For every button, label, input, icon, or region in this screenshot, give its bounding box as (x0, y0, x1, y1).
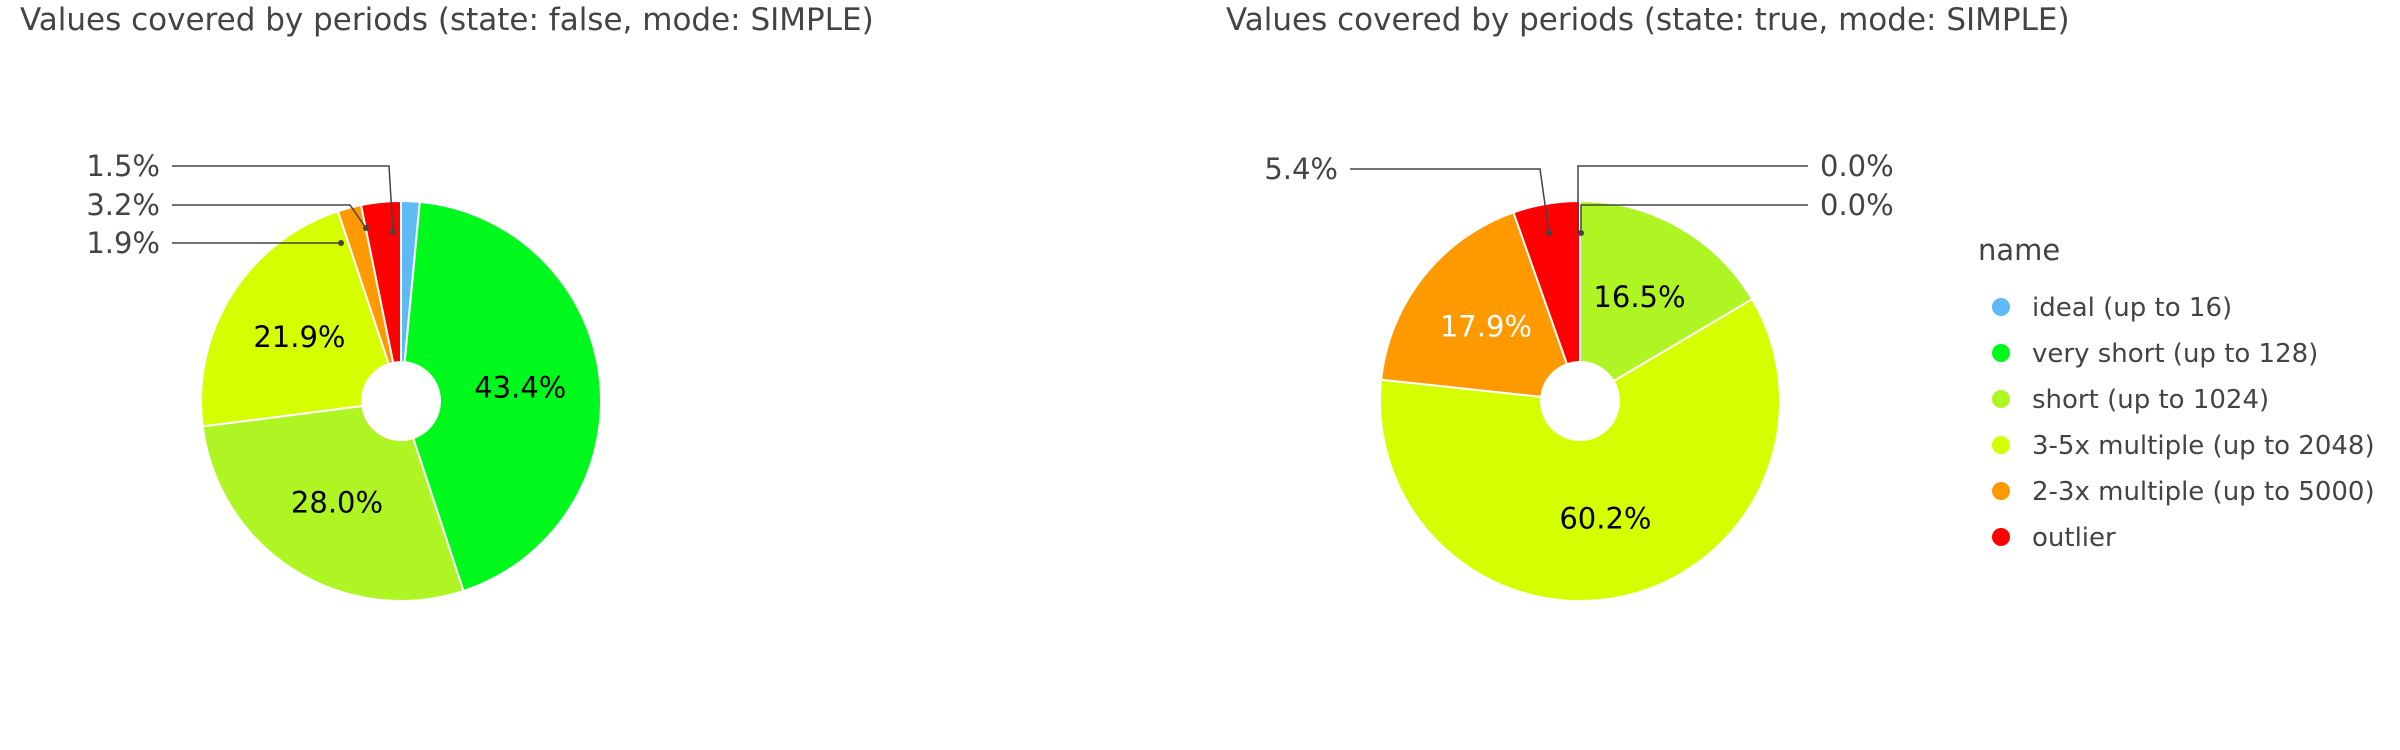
leader-line-very-short-up-to-128 (1580, 204, 1808, 233)
donut-hole (361, 361, 441, 441)
chart-2-title: Values covered by periods (state: true, … (1226, 2, 2070, 38)
pie-chart-2: 16.5% 60.2% 17.9% 5.4% 0.0% 0.0% (1264, 149, 1894, 602)
pie-slice-outlier[interactable] (359, 199, 402, 402)
legend-item-2-3x-multiple-up-to-5000[interactable]: 2-3x multiple (up to 5000) (1992, 477, 2375, 507)
slice-label-2-3x-multiple-up-to-5000: 17.9% (1440, 310, 1532, 344)
legend-item-short-up-to-1024[interactable]: short (up to 1024) (1992, 385, 2269, 415)
legend-label: 3-5x multiple (up to 2048) (2032, 431, 2375, 461)
leader-dot (1546, 230, 1552, 236)
legend-marker (1992, 298, 2010, 316)
legend-marker (1992, 344, 2010, 362)
leader-dot (363, 225, 369, 231)
leader-line-ideal-up-to-16 (1577, 165, 1808, 233)
leader-line-outlier (172, 204, 367, 229)
legend-item-ideal-up-to-16[interactable]: ideal (up to 16) (1992, 293, 2232, 323)
pie-slice-3-5x-multiple-up-to-2048[interactable] (200, 209, 403, 428)
leader-line-outlier (1350, 168, 1550, 234)
slice-label-3-5x-multiple-up-to-2048: 21.9% (253, 320, 345, 354)
legend-item-outlier[interactable]: outlier (1992, 523, 2116, 553)
slice-label-ideal-up-to-16: 0.0% (1820, 149, 1894, 183)
leader-dot (338, 240, 344, 246)
slice-label-short-up-to-1024: 28.0% (291, 486, 383, 520)
pie-slice-3-5x-multiple-up-to-2048[interactable] (1379, 297, 1781, 602)
pie-chart-1: 43.4% 28.0% 21.9% 1.5% 3.2% 1.9% (86, 149, 602, 602)
slice-label-2-3x-multiple-up-to-5000: 1.9% (86, 226, 160, 260)
legend: name ideal (up to 16) very short (up to 1… (1978, 233, 2375, 553)
leader-line-ideal-up-to-16 (172, 165, 394, 233)
slice-label-very-short-up-to-128: 0.0% (1820, 188, 1894, 222)
legend-label: ideal (up to 16) (2032, 293, 2232, 323)
pie-slice-2-3x-multiple-up-to-5000[interactable] (1380, 211, 1582, 403)
leader-dot (1578, 230, 1584, 236)
legend-label: 2-3x multiple (up to 5000) (2032, 477, 2375, 507)
legend-marker (1992, 390, 2010, 408)
pie-slice-outlier[interactable] (1512, 199, 1581, 402)
donut-hole (1540, 361, 1620, 441)
slice-label-very-short-up-to-128: 43.4% (474, 371, 566, 405)
pie-slice-very-short-up-to-128[interactable] (399, 200, 602, 593)
legend-item-very-short-up-to-128[interactable]: very short (up to 128) (1992, 339, 2318, 369)
legend-label: very short (up to 128) (2032, 339, 2318, 369)
leader-dot (390, 229, 396, 235)
legend-marker (1992, 436, 2010, 454)
legend-title: name (1978, 233, 2060, 267)
legend-marker (1992, 528, 2010, 546)
pie-slice-short-up-to-1024[interactable] (201, 399, 465, 602)
pie-slice-short-up-to-1024[interactable] (1579, 199, 1754, 403)
legend-label: outlier (2032, 523, 2116, 553)
slice-label-short-up-to-1024: 16.5% (1593, 280, 1685, 314)
slice-label-outlier: 5.4% (1264, 152, 1338, 186)
legend-label: short (up to 1024) (2032, 385, 2269, 415)
legend-item-3-5x-multiple-up-to-2048[interactable]: 3-5x multiple (up to 2048) (1992, 431, 2375, 461)
slice-label-outlier: 3.2% (86, 188, 160, 222)
slice-label-ideal-up-to-16: 1.5% (86, 149, 160, 183)
legend-marker (1992, 482, 2010, 500)
chart-1-title: Values covered by periods (state: false,… (20, 2, 874, 38)
slice-label-3-5x-multiple-up-to-2048: 60.2% (1559, 501, 1651, 535)
